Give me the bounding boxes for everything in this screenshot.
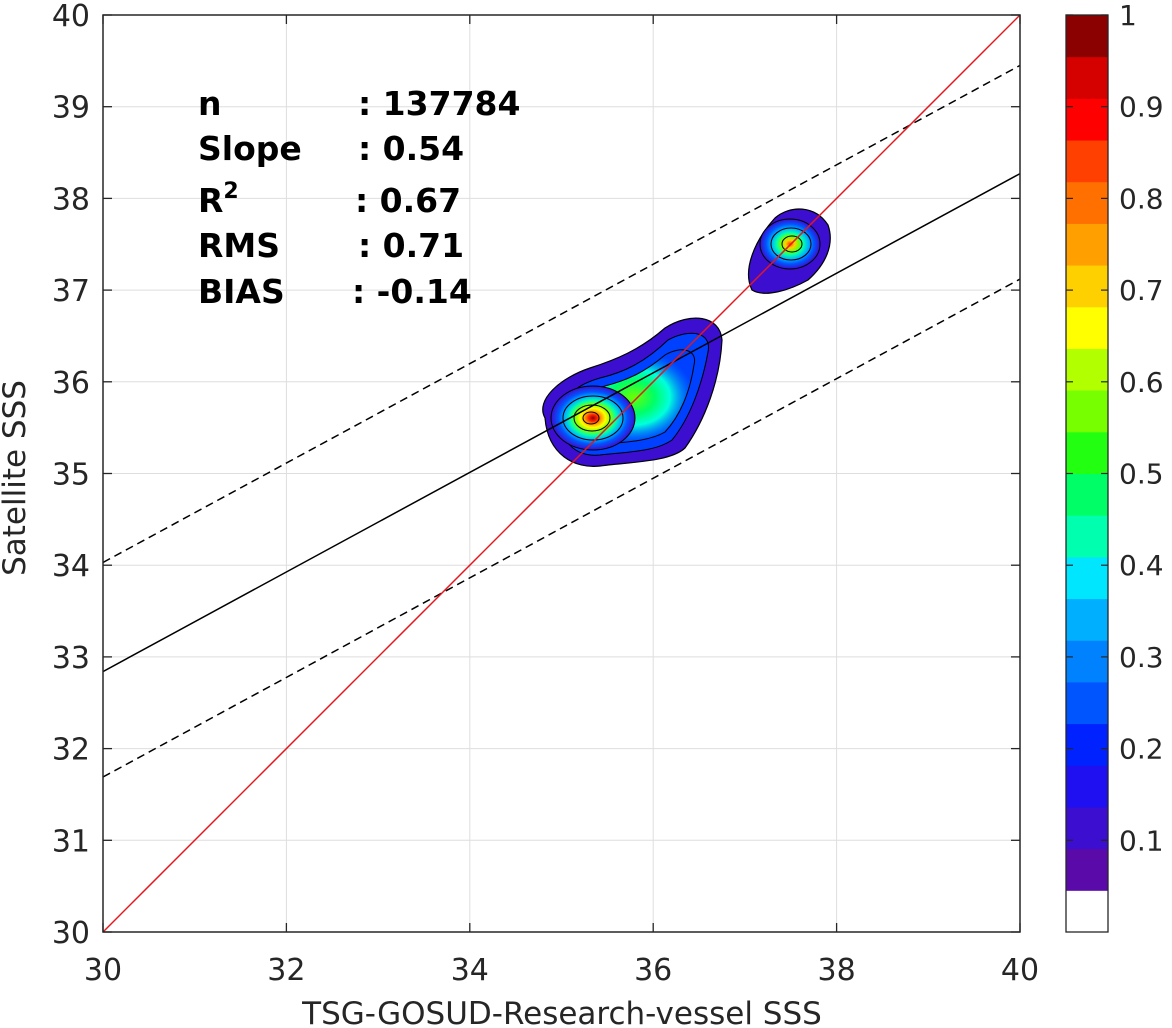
colorbar-segment (1066, 473, 1108, 516)
x-tick-label: 40 (1001, 953, 1039, 988)
x-tick-label: 38 (818, 953, 856, 988)
density-contour-main-1 (562, 395, 624, 441)
colorbar-tick-label: 1 (1119, 0, 1137, 32)
colorbar-segment (1066, 848, 1108, 891)
colorbar-segment (1066, 681, 1108, 725)
colorbar-segment (1066, 431, 1108, 474)
x-tick-label: 30 (84, 953, 122, 988)
y-tick-label: 35 (52, 458, 90, 493)
stat-value: : 0.67 (355, 181, 461, 220)
colorbar: 0.1 0.2 0.3 0.4 0.5 0.6 0.7 0.8 0.9 1 (1065, 0, 1164, 933)
colorbar-segment (1066, 98, 1108, 141)
y-tick-label: 40 (52, 0, 90, 34)
density-contour-upper-2 (781, 235, 803, 253)
colorbar-segment (1066, 890, 1108, 933)
x-tick-label: 36 (634, 953, 672, 988)
colorbar-segment (1066, 56, 1108, 99)
colorbar-segment (1066, 223, 1108, 266)
y-tick-label: 36 (52, 366, 90, 401)
colorbar-tick-label: 0.3 (1119, 641, 1164, 674)
identity-line (103, 15, 1020, 932)
upper-band-line (103, 64, 1020, 564)
y-tick-label: 30 (52, 916, 90, 951)
y-tick-label: 31 (52, 824, 90, 859)
stat-key: Slope (198, 129, 302, 168)
colorbar-tick-label: 0.4 (1119, 549, 1164, 582)
x-tick-label: 32 (267, 953, 305, 988)
x-axis-title: TSG-GOSUD-Research-vessel SSS (301, 996, 822, 1028)
colorbar-tick-label: 0.1 (1119, 824, 1164, 857)
x-tick-label: 34 (451, 953, 489, 988)
stat-value: : 0.71 (358, 226, 464, 265)
colorbar-segment (1066, 140, 1108, 183)
stat-value: : 137784 (358, 84, 520, 123)
colorbar-tick-label: 0.5 (1119, 458, 1164, 491)
stat-key: R2 (198, 179, 239, 220)
y-tick-label: 39 (52, 91, 90, 126)
colorbar-segment (1066, 306, 1108, 349)
y-tick-label: 38 (52, 182, 90, 217)
colorbar-tick-label: 0.8 (1119, 182, 1164, 215)
colorbar-tick-label: 0.7 (1119, 274, 1164, 307)
y-tick-label: 34 (52, 549, 90, 584)
regression-line (103, 172, 1020, 673)
density-contour-main-3 (582, 411, 600, 425)
colorbar-segment (1066, 556, 1108, 600)
reference-lines (103, 15, 1020, 932)
y-tick-label: 32 (52, 733, 90, 768)
colorbar-segment (1066, 390, 1108, 433)
colorbar-segment (1066, 181, 1108, 224)
colorbar-segment (1066, 15, 1108, 58)
colorbar-tick-label: 0.9 (1119, 91, 1164, 124)
grid (102, 14, 1021, 933)
colorbar-segment (1066, 640, 1108, 683)
stat-value: : -0.14 (352, 272, 472, 311)
colorbar-segment (1066, 515, 1108, 558)
colorbar-segment (1066, 348, 1108, 391)
colorbar-segment (1066, 723, 1108, 766)
y-tick-labels: 30 31 32 33 34 35 36 37 38 39 40 (52, 0, 90, 951)
x-tick-labels: 30 32 34 36 38 40 (84, 953, 1039, 988)
stat-value: : 0.54 (358, 129, 464, 168)
y-tick-label: 33 (52, 641, 90, 676)
stats-annotation: n : 137784 Slope : 0.54 R2 : 0.67 RMS : 0.71 BIA… (198, 84, 520, 311)
stat-key: BIAS (198, 272, 285, 311)
axis-ticks (102, 14, 1021, 933)
lower-band-line (103, 278, 1020, 778)
density-contour-upper-1 (770, 227, 812, 261)
colorbar-tick-label: 0.2 (1119, 733, 1164, 766)
density-contour-main-2 (573, 404, 611, 432)
colorbar-segment (1066, 598, 1108, 641)
stat-key: n (198, 84, 222, 123)
stat-key: RMS (198, 226, 280, 265)
colorbar-segment (1066, 806, 1108, 850)
y-axis-title: Satellite SSS (0, 380, 33, 576)
colorbar-segment (1066, 265, 1108, 308)
colorbar-tick-label: 0.6 (1119, 366, 1164, 399)
y-tick-label: 37 (52, 274, 90, 309)
colorbar-segment (1066, 765, 1108, 808)
